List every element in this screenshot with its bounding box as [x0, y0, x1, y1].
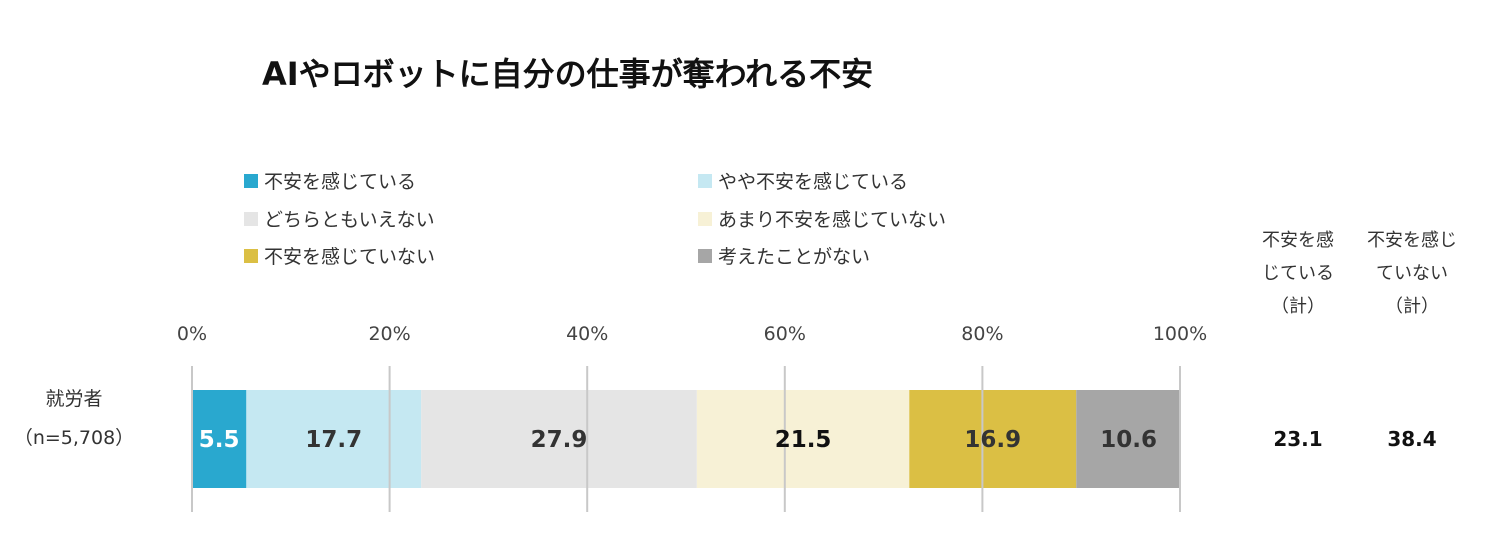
- x-tick-label-0: 0%: [177, 323, 207, 345]
- bar-segment-1: [192, 390, 247, 488]
- legend-label-1: 不安を感じている: [264, 171, 416, 193]
- bar-labels: 5.5 17.7 27.9 21.5 16.9 10.6: [199, 427, 1157, 453]
- bar-segment-2: [246, 390, 422, 488]
- total-header-1-line-3: （計）: [1271, 296, 1325, 317]
- totals-headers: 不安を感じている （計） 不安を感じていない （計）: [1262, 230, 1457, 317]
- gridlines: [191, 366, 1181, 512]
- legend-swatch-4: [698, 212, 712, 226]
- row-label-line-2: （n=5,708）: [14, 427, 134, 449]
- x-tick-label-100: 100%: [1153, 323, 1207, 345]
- bar-value-label-1: 5.5: [199, 427, 240, 453]
- bar-value-label-2: 17.7: [305, 427, 362, 453]
- total-header-2-line-2: ていない: [1376, 263, 1448, 284]
- legend-label-5: 不安を感じていない: [264, 246, 435, 268]
- legend-swatch-3: [244, 212, 258, 226]
- total-value-1: 23.1: [1273, 427, 1322, 451]
- x-tick-label-40: 40%: [566, 323, 608, 345]
- legend-swatch-1: [244, 174, 258, 188]
- legend-swatch-5: [244, 249, 258, 263]
- total-header-1-line-2: じている: [1262, 263, 1334, 284]
- legend-label-4: あまり不安を感じていない: [718, 209, 946, 231]
- legend-label-2: やや不安を感じている: [718, 171, 908, 193]
- bar-segment-6: [1076, 390, 1181, 488]
- legend-swatch-2: [698, 174, 712, 188]
- legend-label-6: 考えたことがない: [718, 246, 870, 268]
- bars: [192, 390, 1181, 488]
- total-value-2: 38.4: [1387, 427, 1436, 451]
- row-label-line-1: 就労者: [45, 388, 102, 410]
- x-tick-label-80: 80%: [961, 323, 1003, 345]
- bar-value-label-3: 27.9: [531, 427, 588, 453]
- x-axis: 0% 20% 40% 60% 80% 100%: [177, 323, 1207, 345]
- total-header-2-line-1: 不安を感じ: [1367, 230, 1457, 251]
- bar-segment-3: [421, 390, 697, 488]
- totals-values: 23.1 38.4: [1273, 427, 1436, 451]
- x-tick-label-60: 60%: [764, 323, 806, 345]
- chart-title: AIやロボットに自分の仕事が奪われる不安: [262, 55, 873, 93]
- bar-segment-5: [909, 390, 1077, 488]
- bar-value-label-6: 10.6: [1100, 427, 1157, 453]
- legend-swatch-6: [698, 249, 712, 263]
- bar-value-label-5: 16.9: [964, 427, 1021, 453]
- bar-value-label-4: 21.5: [775, 427, 832, 453]
- legend-label-3: どちらともいえない: [264, 209, 435, 231]
- total-header-1-line-1: 不安を感: [1262, 230, 1334, 251]
- total-header-2-line-3: （計）: [1385, 296, 1439, 317]
- row-labels: 就労者 （n=5,708）: [14, 388, 134, 449]
- x-tick-label-20: 20%: [368, 323, 410, 345]
- bar-segment-4: [696, 390, 910, 488]
